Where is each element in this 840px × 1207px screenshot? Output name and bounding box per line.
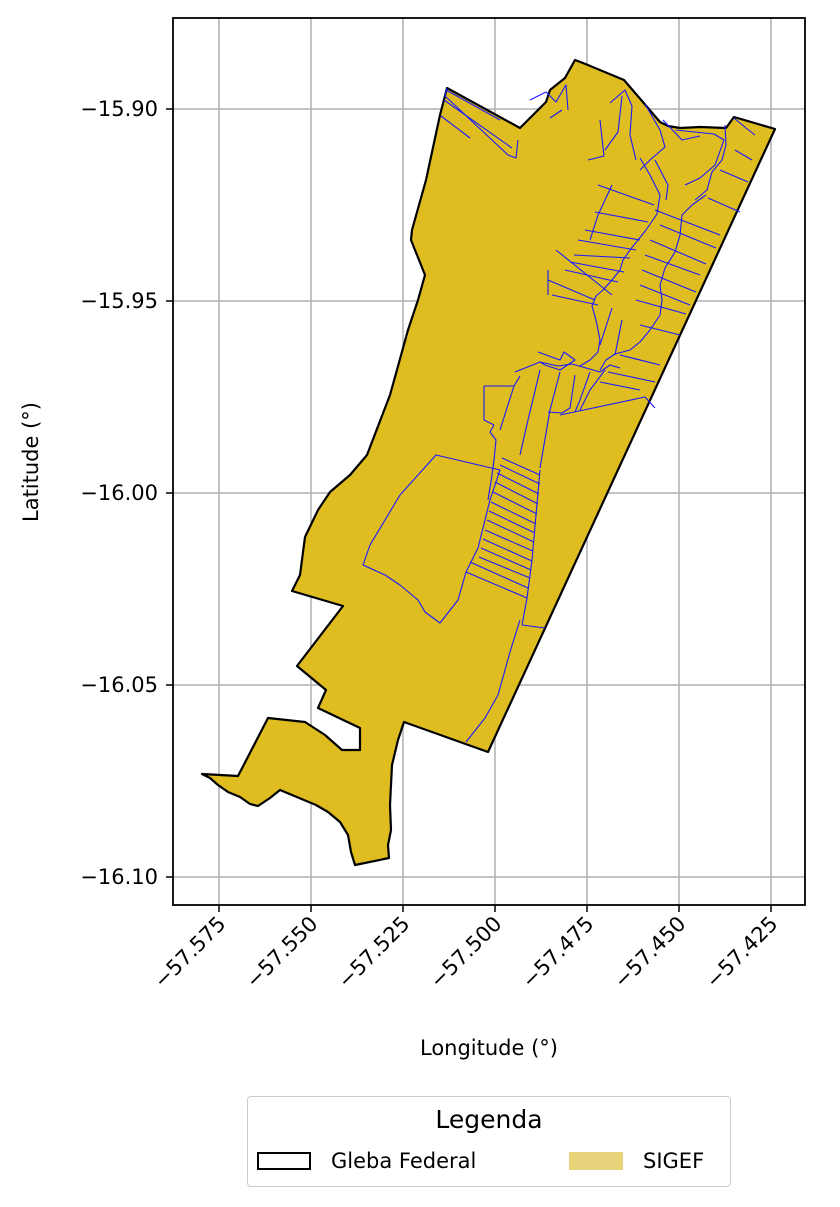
y-tick-label: −15.95	[80, 289, 158, 313]
x-tick-label: −57.525	[333, 912, 414, 993]
x-tick-label: −57.450	[609, 912, 690, 993]
y-tick-label: −16.00	[80, 481, 158, 505]
y-tick-label: −16.05	[80, 673, 158, 697]
outline-swatch-icon	[257, 1152, 311, 1170]
gleba-federal-polygon[interactable]	[200, 58, 777, 867]
legend-label: SIGEF	[643, 1149, 705, 1173]
plot-frame	[172, 17, 806, 906]
legend-title: Legenda	[435, 1105, 543, 1134]
legend: Legenda Gleba Federal SIGEF	[247, 1096, 731, 1187]
x-tick-label: −57.425	[701, 912, 782, 993]
y-axis-title: Latitude (°)	[19, 402, 43, 522]
x-axis-title: Longitude (°)	[420, 1036, 558, 1060]
tick-marks	[166, 108, 772, 912]
fill-swatch-icon	[569, 1152, 623, 1170]
x-tick-label: −57.500	[425, 912, 506, 993]
sigef-parcel-boundaries	[362, 84, 756, 743]
x-tick-label: −57.550	[241, 912, 322, 993]
legend-item-gleba-federal: Gleba Federal	[257, 1149, 476, 1173]
y-tick-label: −15.90	[80, 97, 158, 121]
y-tick-label: −16.10	[80, 865, 158, 889]
x-tick-label: −57.475	[517, 912, 598, 993]
legend-label: Gleba Federal	[331, 1149, 477, 1173]
x-tick-label: −57.575	[149, 912, 230, 993]
legend-item-sigef: SIGEF	[569, 1149, 704, 1173]
